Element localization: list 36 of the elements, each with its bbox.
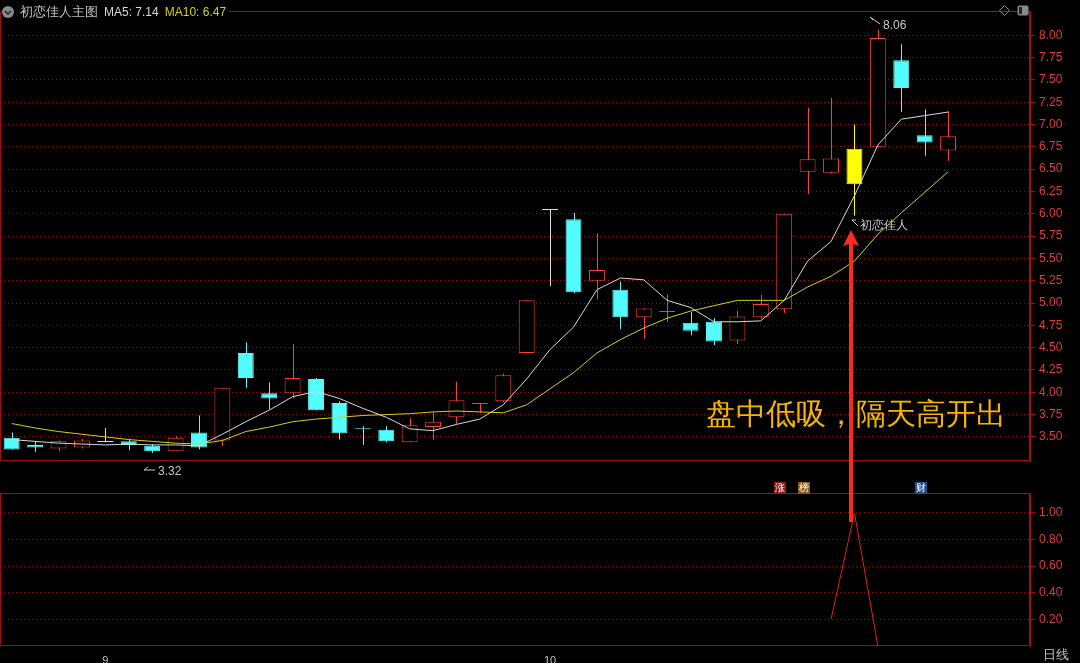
y-tick-label: 8.00 bbox=[1039, 27, 1063, 42]
text: 3.32 bbox=[158, 464, 182, 479]
annotation: 盘中低吸，隔天高开出 bbox=[706, 396, 1006, 432]
y-tick-label: 0.80 bbox=[1039, 531, 1063, 546]
y-tick-label: 7.00 bbox=[1039, 116, 1063, 131]
annotation: 榜 bbox=[798, 482, 810, 494]
y-tick-label: 5.25 bbox=[1039, 273, 1063, 288]
y-tick-label: 5.50 bbox=[1039, 250, 1063, 265]
text: MA5: 7.14 bbox=[104, 5, 159, 19]
y-tick-label: 6.75 bbox=[1039, 139, 1063, 154]
y-tick-label: 4.25 bbox=[1039, 362, 1063, 377]
y-tick-label: 4.50 bbox=[1039, 339, 1063, 354]
y-tick-label: 6.25 bbox=[1039, 183, 1063, 198]
text: MA10: 6.47 bbox=[164, 5, 227, 19]
x-tick-label: 9 bbox=[102, 653, 109, 663]
annotation: 8.06 bbox=[883, 18, 907, 33]
y-tick-label: 3.50 bbox=[1039, 429, 1063, 444]
y-tick-label: 1.00 bbox=[1039, 505, 1063, 520]
y-tick-label: 4.75 bbox=[1039, 317, 1063, 332]
y-tick-label: 0.40 bbox=[1039, 585, 1063, 600]
text: 日线 bbox=[1043, 646, 1069, 663]
y-tick-label: 0.20 bbox=[1039, 611, 1063, 626]
x-tick-label: 10 bbox=[543, 653, 557, 663]
y-tick-label: 7.50 bbox=[1039, 72, 1063, 87]
y-tick-label: 4.00 bbox=[1039, 384, 1063, 399]
y-tick-label: 6.50 bbox=[1039, 161, 1063, 176]
y-tick-label: 3.75 bbox=[1039, 406, 1063, 421]
y-tick-label: 7.75 bbox=[1039, 49, 1063, 64]
annotation: 财 bbox=[915, 482, 927, 494]
y-tick-label: 6.00 bbox=[1039, 206, 1063, 221]
y-tick-label: 7.25 bbox=[1039, 94, 1063, 109]
y-tick-label: 5.75 bbox=[1039, 228, 1063, 243]
chart-title: 初恋佳人主图 bbox=[20, 3, 98, 21]
annotation: 涨 bbox=[774, 482, 786, 494]
y-tick-label: 0.60 bbox=[1039, 558, 1063, 573]
y-tick-label: 5.00 bbox=[1039, 295, 1063, 310]
